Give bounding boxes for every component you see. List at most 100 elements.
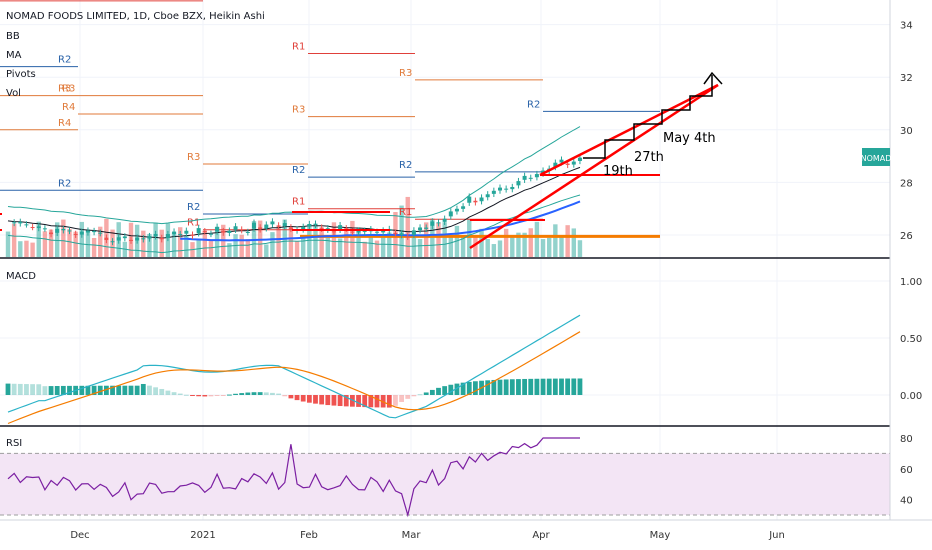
time-tick-label-1: 2021 [190, 530, 215, 541]
candle-body [49, 232, 54, 235]
volume-bar [270, 232, 275, 257]
volume-bar [214, 227, 220, 257]
pivot-label-5: R3 [62, 84, 75, 95]
candle-body [411, 230, 416, 235]
candle-body [331, 231, 336, 233]
indicator-label-bb[interactable]: BB [6, 31, 20, 42]
macd-histogram-bar [319, 395, 325, 405]
volume-bar [380, 236, 386, 257]
macd-histogram-bar [30, 384, 35, 395]
pivot-label-3: R4 [58, 118, 71, 129]
candle-body [319, 227, 324, 229]
annotation-27th[interactable]: 27th [634, 150, 664, 165]
macd-histogram-bar [577, 378, 583, 395]
macd-histogram-bar [257, 392, 263, 395]
candle-body [184, 230, 189, 234]
volume-bar [171, 232, 177, 257]
candle-body [24, 224, 29, 226]
volume-bar [411, 233, 417, 257]
macd-pane[interactable] [0, 259, 890, 425]
macd-histogram-bar [491, 379, 497, 395]
signal-line [7, 331, 581, 425]
candle-body [61, 228, 66, 231]
price-tick-label-0: 26 [900, 231, 913, 242]
indicator-label-vol[interactable]: Vol [6, 88, 21, 99]
volume-bar [485, 238, 490, 257]
pivot-label-8: R3 [187, 152, 200, 163]
indicator-label-ma[interactable]: MA [6, 50, 22, 61]
indicator-label-pivots[interactable]: Pivots [6, 69, 36, 80]
candle-body [344, 228, 349, 230]
macd-histogram-bar [11, 383, 17, 395]
macd-histogram-bar [202, 395, 208, 397]
macd-histogram-bar [350, 395, 355, 407]
volume-bar [510, 235, 515, 257]
candle-body [473, 200, 478, 203]
macd-histogram-bar [423, 392, 429, 395]
candle-body [436, 222, 441, 224]
time-tick-label-0: Dec [70, 530, 89, 541]
candle-body [245, 231, 250, 233]
macd-histogram-bar [263, 392, 269, 395]
candle-body [147, 236, 152, 239]
candle-body [356, 230, 361, 233]
macd-histogram-bar [42, 386, 48, 395]
volume-bar [5, 231, 11, 257]
chart-title[interactable]: NOMAD FOODS LIMITED, 1D, Cboe BZX, Heiki… [6, 11, 265, 22]
volume-bar [264, 244, 269, 257]
volume-bar [491, 244, 497, 257]
rsi-pane-title[interactable]: RSI [6, 438, 22, 449]
macd-histogram-bar [171, 392, 177, 395]
macd-tick-label-0: 0.00 [900, 391, 922, 402]
candle-body [375, 231, 379, 233]
volume-bar [424, 222, 429, 257]
candle-body [67, 230, 72, 232]
pivot-label-17: R1 [399, 207, 412, 218]
annotation-may-4th[interactable]: May 4th [663, 131, 716, 146]
macd-histogram-bar [134, 385, 140, 395]
candle-body [227, 230, 232, 233]
macd-histogram-bar [454, 383, 460, 395]
candle-body [399, 233, 404, 236]
macd-histogram-bar [159, 388, 165, 395]
candle-body [559, 159, 564, 163]
macd-histogram-bar [122, 385, 128, 395]
volume-bar [497, 240, 503, 257]
macd-histogram-bar [17, 383, 23, 395]
macd-histogram-bar [306, 395, 312, 403]
macd-pane-title[interactable]: MACD [6, 271, 36, 282]
rsi-line [7, 437, 580, 518]
candle-body [307, 223, 312, 227]
volume-bar [245, 239, 251, 257]
price-pane[interactable] [0, 0, 890, 257]
candle-body [98, 232, 103, 234]
volume-bar [48, 229, 54, 257]
macd-histogram-bar [5, 383, 11, 395]
candle-body [55, 228, 60, 233]
volume-bar [577, 240, 583, 257]
candle-body [313, 223, 318, 226]
candle-body [30, 227, 35, 229]
macd-histogram-bar [128, 385, 134, 395]
macd-histogram-bar [79, 385, 85, 395]
annotation-19th[interactable]: 19th [603, 164, 633, 179]
macd-histogram-bar [54, 386, 60, 395]
macd-histogram-bar [294, 395, 300, 401]
macd-histogram-bar [448, 384, 454, 395]
volume-bar [178, 227, 183, 257]
projection-arrow [703, 71, 723, 85]
candle-body [528, 177, 533, 179]
macd-histogram-bar [214, 395, 220, 396]
macd-histogram-bar [97, 385, 103, 395]
candle-body [350, 231, 355, 233]
macd-histogram-bar [540, 378, 546, 395]
candle-body [338, 225, 343, 230]
time-tick-label-5: May [650, 530, 671, 541]
volume-bar [159, 229, 164, 257]
macd-histogram-bar [509, 379, 515, 395]
volume-bar [344, 228, 349, 257]
bb-basis [7, 166, 581, 239]
pivot-label-12: R3 [292, 105, 305, 116]
symbol-tag[interactable]: NOMAD [861, 154, 892, 163]
